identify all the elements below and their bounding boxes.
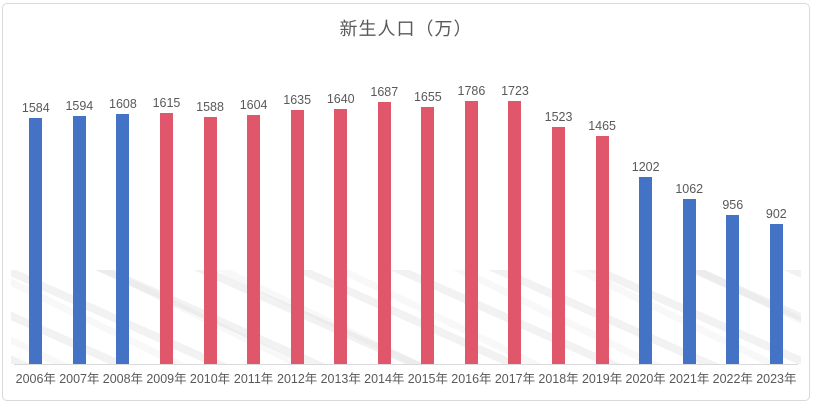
- x-tick-label: 2006年: [15, 372, 56, 386]
- bar-column: 1202: [624, 84, 668, 364]
- bar-column: 1465: [580, 84, 624, 364]
- bar-2007年: [72, 116, 86, 364]
- bar-2013年: [334, 108, 348, 364]
- value-label: 1588: [196, 100, 224, 114]
- x-tick-label: 2020年: [625, 372, 666, 386]
- bar-column: 1062: [667, 84, 711, 364]
- value-label: 1615: [152, 95, 181, 110]
- bar-column: 1786: [450, 84, 494, 364]
- bar-column: 1640: [319, 84, 363, 364]
- bar-column: 1523: [537, 84, 581, 364]
- value-label: 1202: [631, 160, 660, 174]
- bar-2010年: [203, 117, 217, 364]
- x-tick-label: 2018年: [538, 372, 579, 386]
- value-label: 1608: [109, 96, 137, 111]
- x-tick-label: 2019年: [581, 372, 623, 386]
- x-tick-label: 2010年: [189, 372, 231, 386]
- x-tick-label: 2007年: [59, 372, 100, 386]
- value-label: 1465: [588, 119, 616, 134]
- value-label: 1523: [544, 110, 573, 125]
- x-tick-label: 2013年: [320, 372, 361, 386]
- x-axis-labels: 2006年 2007年 2008年 2009年 2010年 2011年 2012年 2013年…: [14, 369, 798, 389]
- bar-column: 1723: [493, 84, 537, 364]
- x-tick-label: 2022年: [712, 372, 753, 386]
- x-tick-label: 2014年: [364, 372, 405, 386]
- chart-frame: 新生人口（万） 1584 1594 1608 1615 1588 1604 1635 1640…: [2, 3, 810, 401]
- x-tick-label: 2021年: [669, 372, 710, 386]
- x-axis-line: [14, 364, 798, 365]
- x-tick-label: 2012年: [277, 372, 318, 386]
- bar-column: 1594: [58, 84, 102, 364]
- bar-2012年: [290, 109, 304, 364]
- value-label: 1687: [370, 84, 399, 99]
- x-tick-label: 2008年: [102, 372, 144, 386]
- bar-2022年: [726, 215, 740, 364]
- bar-column: 1615: [145, 84, 189, 364]
- bar-column: 1635: [275, 84, 319, 364]
- x-tick-label: 2023年: [756, 372, 797, 386]
- bar-column: 1608: [101, 84, 145, 364]
- value-label: 1594: [65, 99, 94, 113]
- bar-column: 1655: [406, 84, 450, 364]
- value-label: 902: [765, 206, 787, 221]
- bar-column: 956: [711, 84, 755, 364]
- bar-2023年: [769, 223, 783, 364]
- value-label: 1635: [283, 92, 312, 107]
- bar-column: 1588: [188, 84, 232, 364]
- x-tick-label: 2015年: [407, 372, 448, 386]
- x-tick-label: 2016年: [451, 372, 492, 386]
- bar-2019年: [595, 136, 609, 364]
- bar-2015年: [421, 106, 435, 364]
- value-label: 1655: [413, 89, 442, 104]
- value-label: 1786: [457, 84, 486, 98]
- bar-column: 902: [755, 84, 799, 364]
- bar-2008年: [116, 113, 130, 364]
- bar-2017年: [508, 101, 522, 364]
- bar-2021年: [682, 198, 696, 364]
- bar-column: 1604: [232, 84, 276, 364]
- x-tick-label: 2011年: [233, 372, 274, 386]
- value-label: 956: [722, 198, 744, 213]
- value-label: 1604: [239, 97, 268, 112]
- bar-2016年: [464, 101, 478, 364]
- value-label: 1640: [326, 91, 355, 106]
- bar-2009年: [159, 112, 173, 364]
- value-label: 1723: [501, 84, 529, 98]
- plot-area: 1584 1594 1608 1615 1588 1604 1635 1640 1687 1655…: [14, 84, 798, 364]
- bar-2011年: [247, 114, 261, 364]
- bar-2018年: [552, 127, 566, 364]
- bar-column: 1584: [14, 84, 58, 364]
- bar-2014年: [377, 101, 391, 364]
- bar-column: 1687: [363, 84, 407, 364]
- bar-2006年: [29, 117, 43, 364]
- chart-title: 新生人口（万）: [339, 19, 473, 39]
- value-label: 1584: [21, 100, 50, 115]
- x-tick-label: 2017年: [494, 372, 536, 386]
- x-tick-label: 2009年: [146, 372, 187, 386]
- bar-2020年: [639, 177, 653, 364]
- value-label: 1062: [675, 181, 704, 196]
